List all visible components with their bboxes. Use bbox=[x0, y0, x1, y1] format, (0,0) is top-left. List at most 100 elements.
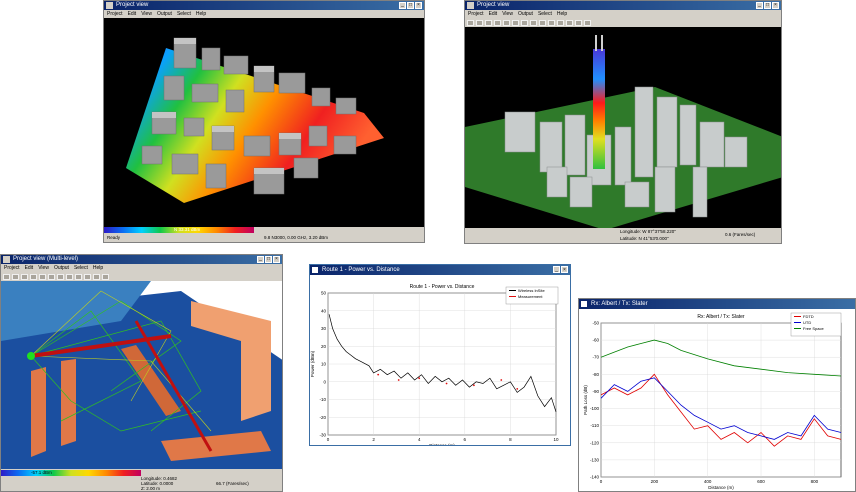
data-point bbox=[516, 387, 519, 390]
x-tick-label: 6 bbox=[464, 437, 467, 442]
window-title-bar[interactable]: Project view (Multi-level) _ □ × bbox=[1, 255, 282, 264]
maximize-button[interactable]: □ bbox=[265, 256, 272, 263]
toolbar-button[interactable] bbox=[575, 19, 582, 26]
x-axis-label: Distance (m) bbox=[708, 485, 734, 490]
toolbar-button[interactable] bbox=[530, 19, 537, 26]
toolbar-button[interactable] bbox=[30, 273, 37, 280]
y-tick-label: -80 bbox=[592, 372, 599, 377]
y-tick-label: -90 bbox=[592, 389, 599, 394]
transmitter-marker[interactable] bbox=[27, 352, 35, 360]
tower-coverage bbox=[593, 49, 605, 169]
toolbar-button[interactable] bbox=[467, 19, 474, 26]
menu-view[interactable]: View bbox=[141, 11, 152, 17]
series-line bbox=[600, 339, 842, 377]
y-tick-label: 30 bbox=[321, 326, 327, 331]
window-title: Project view (Multi-level) bbox=[13, 256, 79, 262]
toolbar-button[interactable] bbox=[503, 19, 510, 26]
window-title-bar[interactable]: Project view _ □ × bbox=[465, 1, 781, 10]
toolbar-button[interactable] bbox=[521, 19, 528, 26]
legend-box bbox=[505, 286, 559, 305]
wall bbox=[61, 359, 76, 446]
toolbar-button[interactable] bbox=[39, 273, 46, 280]
room-floor bbox=[1, 281, 151, 341]
menu-help[interactable]: Help bbox=[195, 11, 207, 17]
wall bbox=[161, 431, 271, 461]
toolbar-button[interactable] bbox=[494, 19, 501, 26]
window-title: Project view bbox=[116, 2, 149, 8]
menu-view[interactable]: View bbox=[38, 265, 49, 271]
close-button[interactable]: × bbox=[273, 256, 280, 263]
3d-viewport[interactable] bbox=[104, 18, 424, 227]
3d-viewport[interactable] bbox=[1, 281, 282, 469]
window-title-bar[interactable]: Rx: Albert / Tx: Slater bbox=[579, 299, 855, 309]
series-line bbox=[328, 314, 557, 413]
ray-paths bbox=[30, 290, 212, 432]
toolbar-button[interactable] bbox=[102, 273, 109, 280]
toolbar-button[interactable] bbox=[3, 273, 10, 280]
menu-select[interactable]: Select bbox=[176, 11, 191, 17]
menu-select[interactable]: Select bbox=[73, 265, 88, 271]
menu-project[interactable]: Project bbox=[4, 265, 20, 271]
menu-select[interactable]: Select bbox=[537, 11, 552, 17]
menu-help[interactable]: Help bbox=[92, 265, 104, 271]
minimize-button[interactable]: _ bbox=[756, 2, 763, 9]
window-title-bar[interactable]: Project view _ □ × bbox=[104, 1, 424, 10]
toolbar-button[interactable] bbox=[566, 19, 573, 26]
coord-readout-2: Latitude: 0.0000 bbox=[141, 481, 174, 486]
toolbar bbox=[1, 272, 282, 281]
series-line bbox=[600, 373, 842, 447]
close-button[interactable]: × bbox=[561, 266, 568, 273]
toolbar-button[interactable] bbox=[84, 273, 91, 280]
maximize-button[interactable]: □ bbox=[407, 2, 414, 9]
3d-viewport[interactable] bbox=[465, 27, 781, 228]
x-tick-label: 200 bbox=[651, 479, 659, 484]
chart-title: Route 1 - Power vs. Distance bbox=[410, 284, 475, 290]
menu-edit[interactable]: Edit bbox=[488, 11, 498, 17]
toolbar-button[interactable] bbox=[476, 19, 483, 26]
toolbar-button[interactable] bbox=[12, 273, 19, 280]
toolbar-button[interactable] bbox=[21, 273, 28, 280]
x-tick-label: 400 bbox=[704, 479, 712, 484]
toolbar-button[interactable] bbox=[512, 19, 519, 26]
ray-paths bbox=[30, 300, 202, 432]
minimize-button[interactable]: _ bbox=[553, 266, 560, 273]
app-icon bbox=[106, 2, 113, 9]
wall bbox=[31, 367, 46, 457]
status-bar: Longitude: 0.4682 Latitude: 0.0000 Z: 2.… bbox=[1, 476, 282, 491]
menu-project[interactable]: Project bbox=[107, 11, 123, 17]
toolbar-button[interactable] bbox=[48, 273, 55, 280]
legend-label: Wireless InSite bbox=[518, 288, 545, 293]
legend-caption: N 33.31 dBm bbox=[174, 227, 201, 232]
menu-output[interactable]: Output bbox=[156, 11, 172, 17]
minimize-button[interactable]: _ bbox=[257, 256, 264, 263]
menu-output[interactable]: Output bbox=[517, 11, 533, 17]
menu-bar: Project Edit View Output Select Help bbox=[1, 264, 282, 272]
legend-label: UTD bbox=[803, 320, 811, 325]
toolbar-button[interactable] bbox=[93, 273, 100, 280]
indoor-floorplan-render bbox=[1, 281, 282, 469]
data-point bbox=[377, 373, 380, 376]
menu-output[interactable]: Output bbox=[53, 265, 69, 271]
menu-edit[interactable]: Edit bbox=[24, 265, 34, 271]
window-title-bar[interactable]: Route 1 - Power vs. Distance _ × bbox=[310, 265, 570, 275]
toolbar-button[interactable] bbox=[485, 19, 492, 26]
coverage-map-window: Project view _ □ × Project Edit View Outpu… bbox=[103, 0, 425, 243]
window-title: Rx: Albert / Tx: Slater bbox=[591, 301, 648, 307]
y-tick-label: -70 bbox=[592, 355, 599, 360]
menu-view[interactable]: View bbox=[502, 11, 513, 17]
frame-rate-readout: 66.7 (Fares/sec) bbox=[216, 481, 249, 486]
toolbar-button[interactable] bbox=[548, 19, 555, 26]
menu-edit[interactable]: Edit bbox=[127, 11, 137, 17]
menu-project[interactable]: Project bbox=[468, 11, 484, 17]
close-button[interactable]: × bbox=[772, 2, 779, 9]
toolbar-button[interactable] bbox=[75, 273, 82, 280]
minimize-button[interactable]: _ bbox=[399, 2, 406, 9]
toolbar-button[interactable] bbox=[66, 273, 73, 280]
toolbar-button[interactable] bbox=[539, 19, 546, 26]
menu-help[interactable]: Help bbox=[556, 11, 568, 17]
toolbar-button[interactable] bbox=[584, 19, 591, 26]
toolbar-button[interactable] bbox=[57, 273, 64, 280]
toolbar-button[interactable] bbox=[557, 19, 564, 26]
maximize-button[interactable]: □ bbox=[764, 2, 771, 9]
close-button[interactable]: × bbox=[415, 2, 422, 9]
